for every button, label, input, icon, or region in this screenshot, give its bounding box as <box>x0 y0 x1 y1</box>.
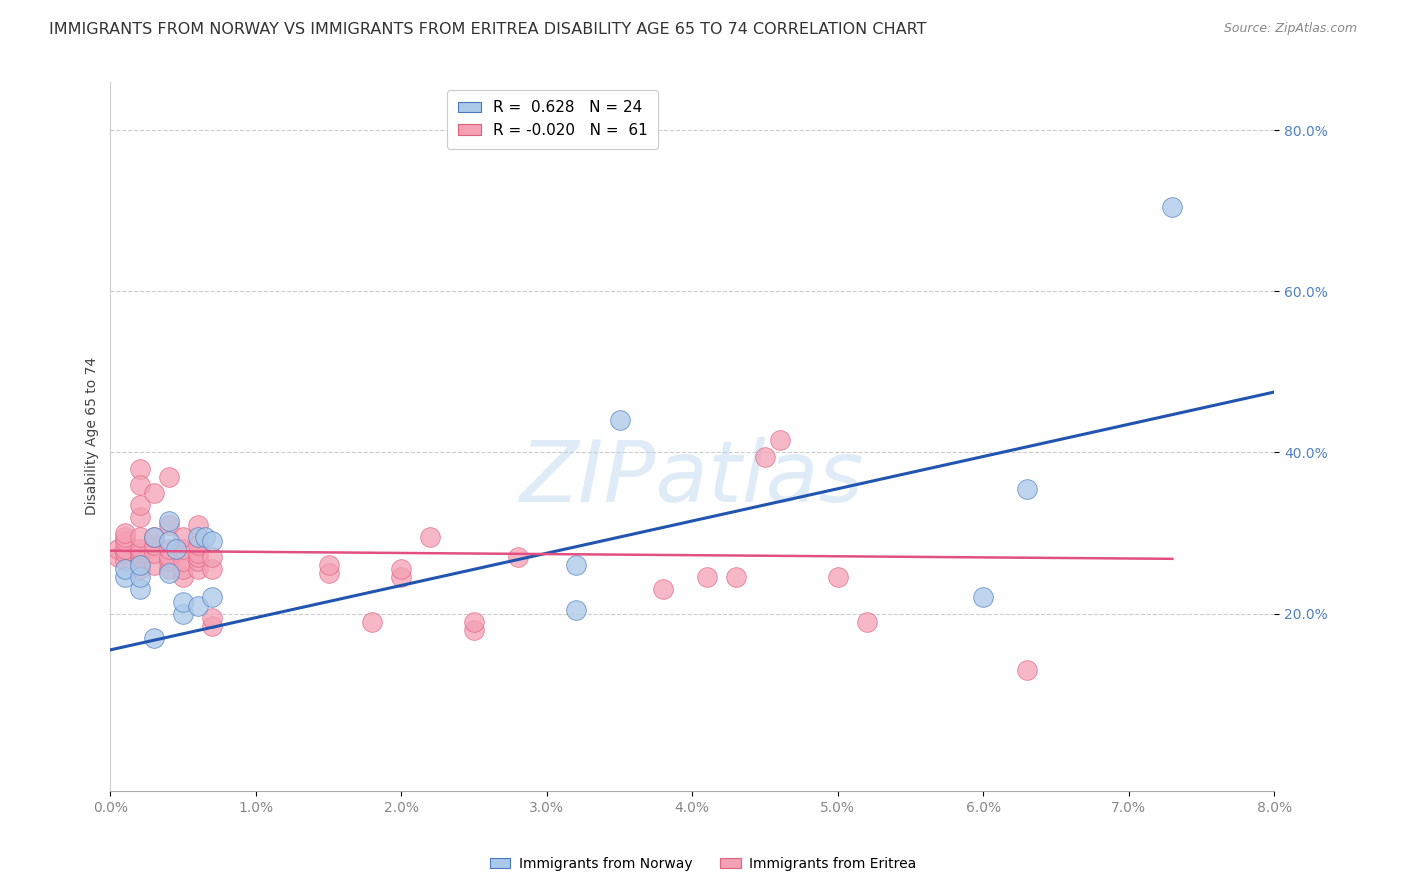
Point <box>827 570 849 584</box>
Point <box>187 550 209 565</box>
Point <box>143 631 166 645</box>
Point <box>107 550 129 565</box>
Point <box>187 530 209 544</box>
Point <box>172 530 194 544</box>
Point <box>361 615 384 629</box>
Point <box>128 530 150 544</box>
Point <box>463 623 485 637</box>
Point <box>187 546 209 560</box>
Point <box>143 546 166 560</box>
Point <box>128 510 150 524</box>
Point <box>652 582 675 597</box>
Point <box>724 570 747 584</box>
Point <box>172 542 194 557</box>
Point <box>128 570 150 584</box>
Point <box>972 591 994 605</box>
Point <box>143 538 166 552</box>
Point <box>172 594 194 608</box>
Point <box>1015 482 1038 496</box>
Point <box>463 615 485 629</box>
Point <box>187 518 209 533</box>
Point <box>128 546 150 560</box>
Point <box>157 534 180 549</box>
Point <box>201 618 224 632</box>
Point <box>187 562 209 576</box>
Point <box>114 526 136 541</box>
Y-axis label: Disability Age 65 to 74: Disability Age 65 to 74 <box>86 358 100 516</box>
Point <box>565 558 588 573</box>
Point <box>114 534 136 549</box>
Point <box>157 554 180 568</box>
Legend: Immigrants from Norway, Immigrants from Eritrea: Immigrants from Norway, Immigrants from … <box>484 851 922 876</box>
Point <box>194 530 217 544</box>
Text: IMMIGRANTS FROM NORWAY VS IMMIGRANTS FROM ERITREA DISABILITY AGE 65 TO 74 CORREL: IMMIGRANTS FROM NORWAY VS IMMIGRANTS FRO… <box>49 22 927 37</box>
Point <box>128 550 150 565</box>
Point <box>114 542 136 557</box>
Point <box>389 562 412 576</box>
Point <box>165 542 187 557</box>
Point <box>389 570 412 584</box>
Point <box>143 530 166 544</box>
Point <box>187 554 209 568</box>
Point <box>157 566 180 581</box>
Point <box>1015 663 1038 677</box>
Point <box>201 562 224 576</box>
Point <box>506 550 529 565</box>
Point <box>856 615 879 629</box>
Point <box>187 599 209 613</box>
Point <box>107 542 129 557</box>
Point <box>696 570 718 584</box>
Point <box>114 570 136 584</box>
Point <box>143 485 166 500</box>
Point <box>128 562 150 576</box>
Point <box>128 461 150 475</box>
Point <box>201 534 224 549</box>
Point <box>128 582 150 597</box>
Point <box>143 558 166 573</box>
Point <box>201 550 224 565</box>
Text: ZIPatlas: ZIPatlas <box>520 437 865 520</box>
Point <box>114 562 136 576</box>
Point <box>172 607 194 621</box>
Point <box>609 413 631 427</box>
Point <box>157 550 180 565</box>
Point <box>768 434 790 448</box>
Point <box>128 477 150 491</box>
Point <box>172 554 194 568</box>
Point <box>128 498 150 512</box>
Point <box>419 530 441 544</box>
Point <box>114 530 136 544</box>
Point <box>172 570 194 584</box>
Point <box>187 538 209 552</box>
Point <box>157 562 180 576</box>
Point <box>754 450 776 464</box>
Text: Source: ZipAtlas.com: Source: ZipAtlas.com <box>1223 22 1357 36</box>
Point <box>157 542 180 557</box>
Point <box>318 558 340 573</box>
Point <box>128 554 150 568</box>
Point <box>1161 200 1184 214</box>
Point <box>172 562 194 576</box>
Point <box>157 469 180 483</box>
Point <box>157 518 180 533</box>
Point <box>114 546 136 560</box>
Point <box>143 530 166 544</box>
Legend: R =  0.628   N = 24, R = -0.020   N =  61: R = 0.628 N = 24, R = -0.020 N = 61 <box>447 89 658 149</box>
Point <box>565 602 588 616</box>
Point <box>201 610 224 624</box>
Point <box>128 542 150 557</box>
Point <box>128 558 150 573</box>
Point <box>157 514 180 528</box>
Point <box>201 591 224 605</box>
Point <box>114 554 136 568</box>
Point <box>318 566 340 581</box>
